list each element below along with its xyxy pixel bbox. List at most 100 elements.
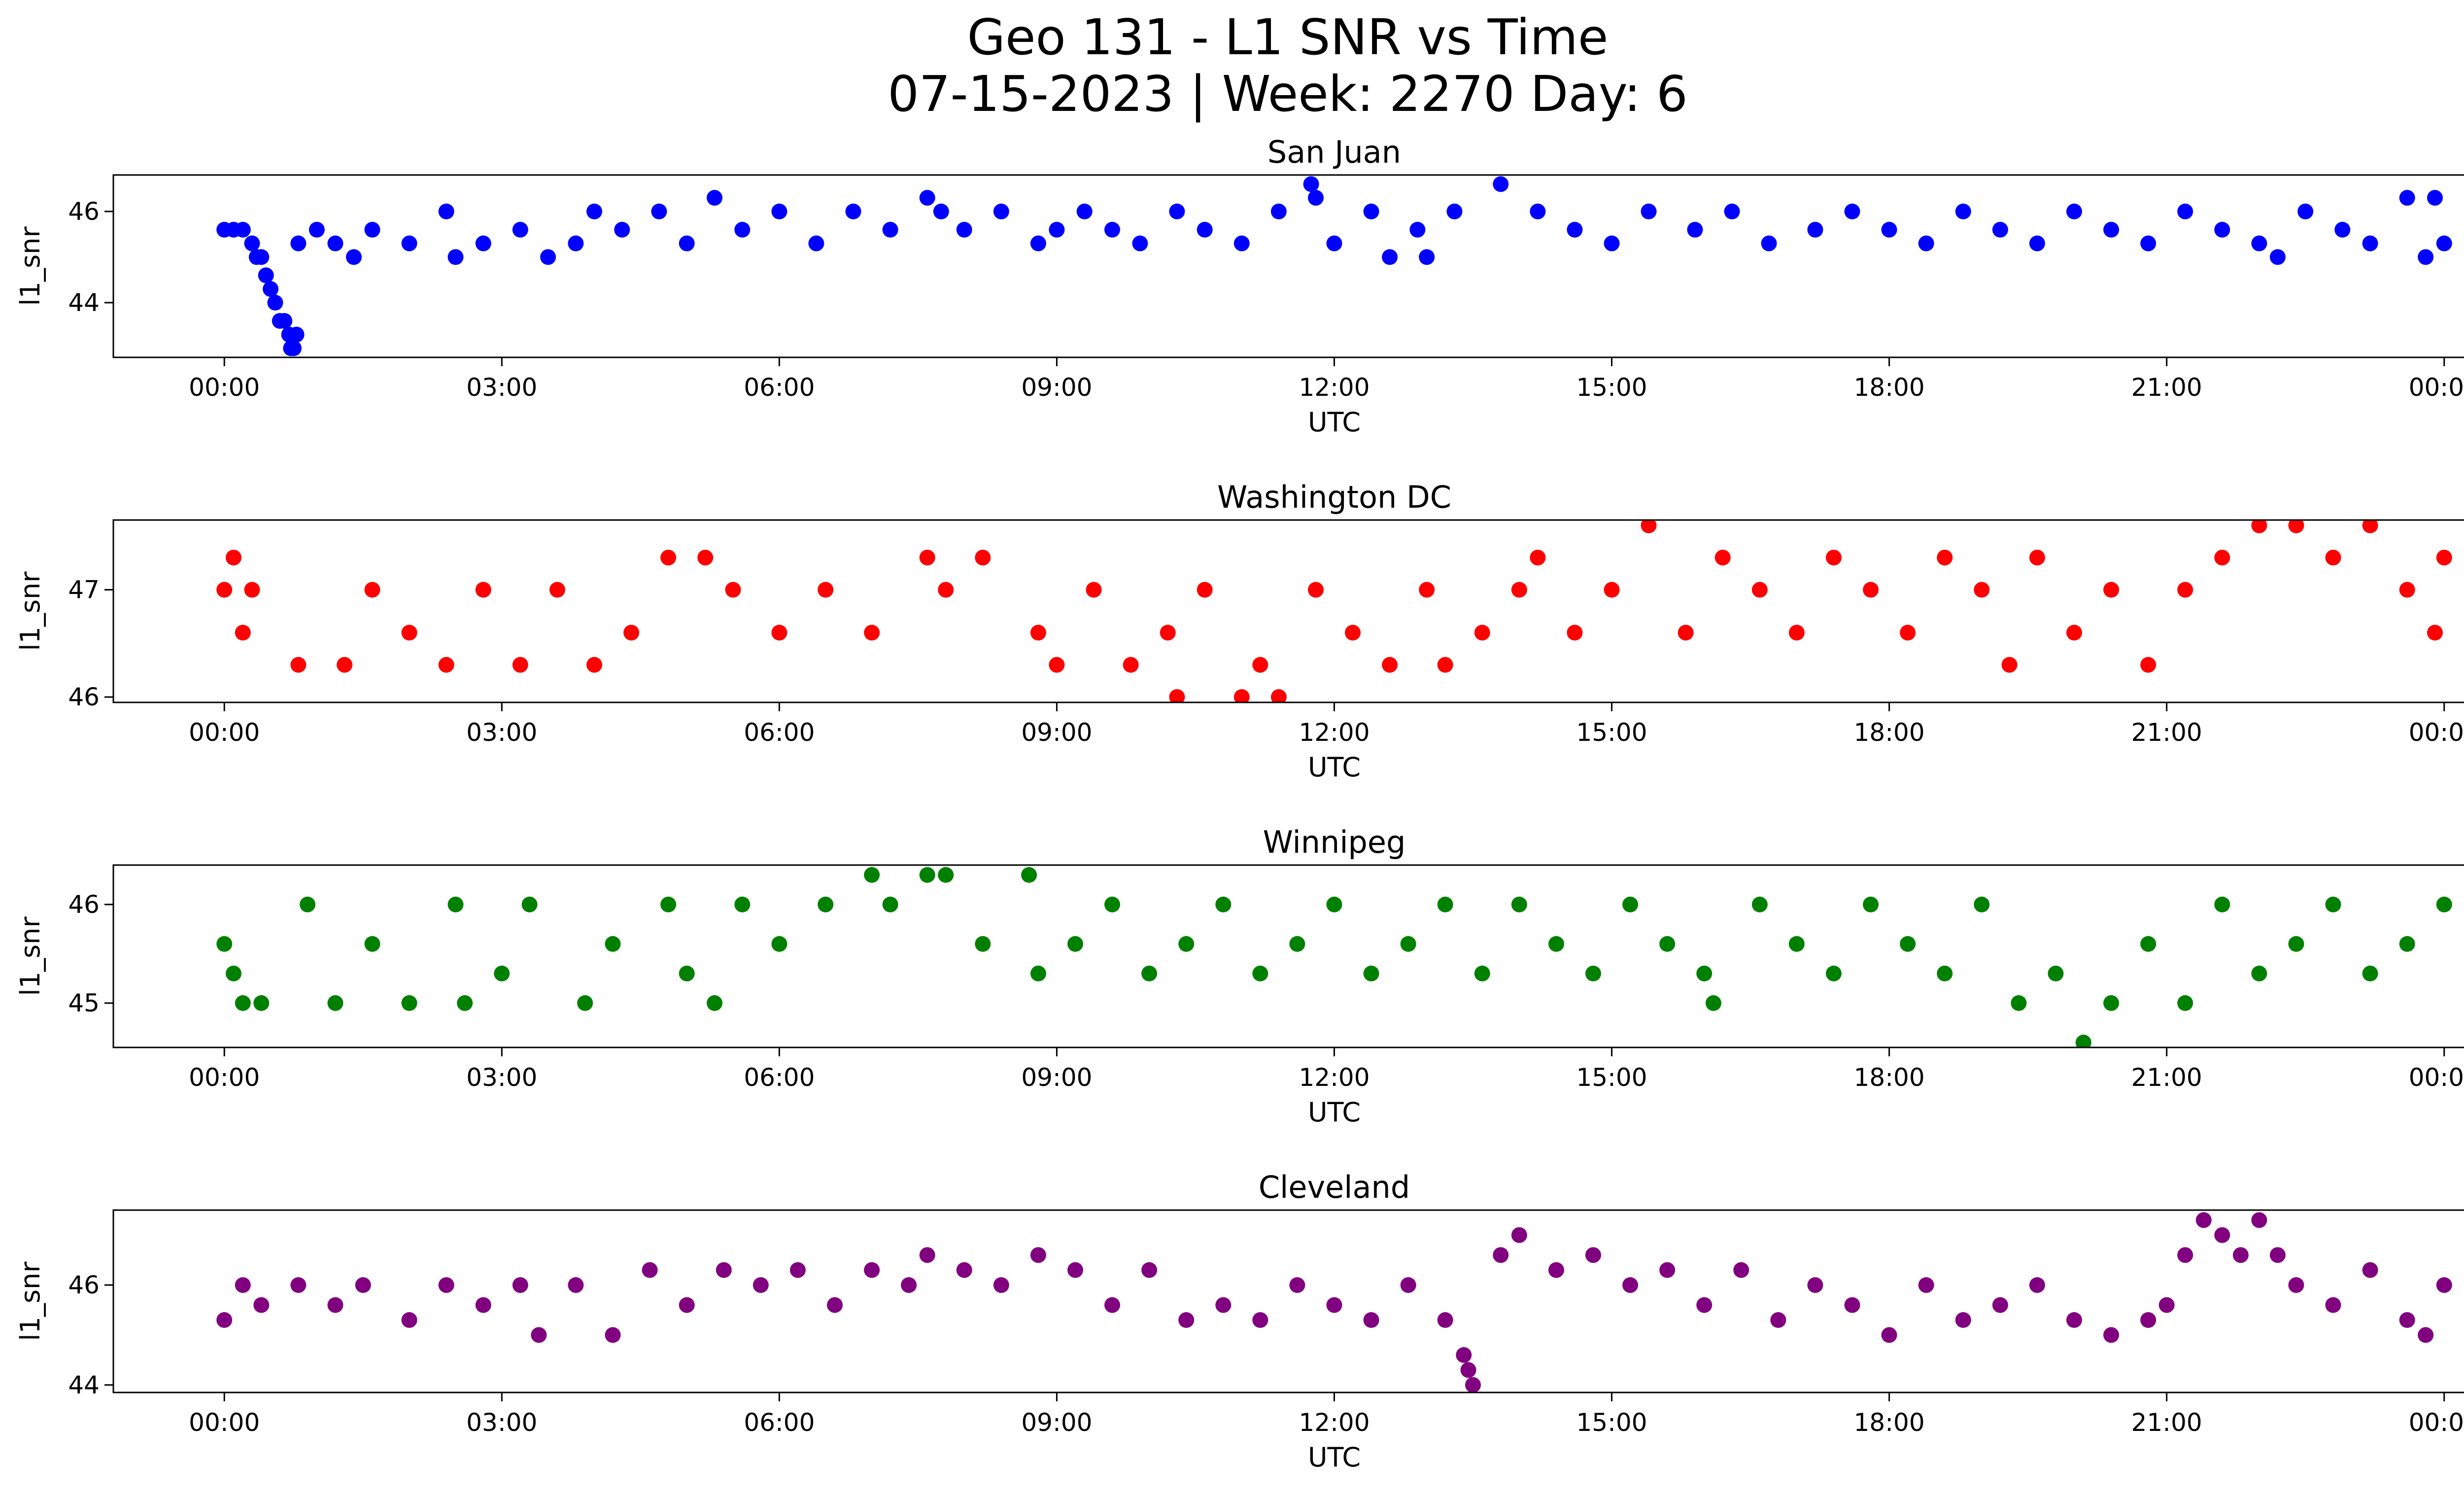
data-point <box>253 1297 270 1313</box>
data-point <box>1567 222 1583 238</box>
x-tick-label: 06:00 <box>744 1408 815 1437</box>
data-point <box>1437 897 1453 912</box>
x-tick-label: 15:00 <box>1576 1063 1647 1092</box>
scatter-series <box>216 867 2452 1047</box>
data-point <box>1955 1312 1971 1328</box>
data-point <box>2325 1297 2341 1313</box>
data-point <box>1067 936 1083 952</box>
data-point <box>2288 1277 2304 1293</box>
data-point <box>447 249 464 265</box>
data-point <box>1460 1362 1476 1378</box>
data-point <box>1104 222 1120 238</box>
data-point <box>216 936 233 952</box>
data-point <box>568 235 584 251</box>
x-tick-label: 18:00 <box>1854 1408 1925 1437</box>
data-point <box>235 625 251 641</box>
data-point <box>1169 689 1185 702</box>
data-point <box>2436 550 2452 566</box>
y-tick-label: 47 <box>68 575 100 604</box>
data-point <box>1169 204 1185 219</box>
data-point <box>1622 1277 1639 1293</box>
x-tick-label: 09:00 <box>1021 373 1092 402</box>
data-point <box>2214 897 2230 912</box>
y-tick-label: 46 <box>68 1271 100 1299</box>
data-point <box>1252 966 1268 981</box>
data-point <box>697 550 714 566</box>
data-point <box>975 936 991 952</box>
data-point <box>1585 966 1601 981</box>
data-point <box>2232 1247 2249 1263</box>
data-point <box>1992 1297 2008 1313</box>
x-tick-label: 21:00 <box>2131 1063 2202 1092</box>
data-point <box>2399 1312 2415 1328</box>
data-point <box>1677 625 1694 641</box>
data-point <box>864 1262 880 1278</box>
data-point <box>1289 936 1305 952</box>
data-point <box>660 897 677 912</box>
data-point <box>1992 222 2008 238</box>
data-point <box>288 326 305 343</box>
data-point <box>1844 1297 1860 1313</box>
y-axis-label: l1_snr <box>15 916 46 996</box>
data-point <box>1955 204 1971 219</box>
y-tick-label: 46 <box>68 683 100 711</box>
data-point <box>244 235 260 251</box>
data-point <box>1363 1312 1379 1328</box>
data-point <box>623 625 640 641</box>
data-point <box>1289 1277 1305 1293</box>
data-point <box>1604 582 1620 598</box>
data-point <box>1807 1277 1823 1293</box>
data-point <box>2362 235 2378 251</box>
data-point <box>1826 550 1842 566</box>
data-point <box>2140 1312 2156 1328</box>
data-point <box>1567 625 1583 641</box>
data-point <box>1086 582 1102 598</box>
x-axis-label: UTC <box>1308 1442 1361 1473</box>
data-point <box>2214 550 2230 566</box>
data-point <box>2140 235 2156 251</box>
data-point <box>401 235 417 251</box>
data-point <box>2427 190 2443 206</box>
data-point <box>1363 966 1379 981</box>
data-point <box>1863 897 1879 912</box>
data-point <box>2140 657 2156 673</box>
data-point <box>540 249 556 265</box>
x-tick-label: 18:00 <box>1854 718 1925 747</box>
x-tick-label: 03:00 <box>466 718 537 747</box>
data-point <box>457 995 473 1011</box>
data-point <box>975 550 991 566</box>
data-point <box>1021 867 1037 883</box>
data-point <box>276 313 293 329</box>
data-point <box>308 222 325 238</box>
data-point <box>2325 550 2341 566</box>
data-point <box>1788 625 1805 641</box>
data-point <box>2066 1312 2082 1328</box>
data-point <box>1141 1262 1158 1278</box>
data-point <box>2297 204 2314 219</box>
data-point <box>2103 995 2120 1011</box>
scatter-series <box>216 520 2452 702</box>
y-tick-label: 44 <box>68 288 100 317</box>
x-tick-label: 00:00 <box>189 1408 260 1437</box>
data-point <box>1761 235 1777 251</box>
data-point <box>2140 936 2156 952</box>
data-point <box>818 582 834 598</box>
data-point <box>226 550 241 566</box>
data-point <box>808 235 824 251</box>
data-point <box>235 222 251 238</box>
x-tick-label: 00:00 <box>2409 1408 2464 1437</box>
data-point <box>1409 222 1426 238</box>
data-point <box>1585 1247 1601 1263</box>
data-point <box>1530 550 1546 566</box>
x-tick-label: 15:00 <box>1576 718 1647 747</box>
data-point <box>679 1297 695 1313</box>
data-point <box>226 966 241 981</box>
data-point <box>1465 1377 1481 1392</box>
data-point <box>1252 657 1268 673</box>
y-tick-label: 44 <box>68 1371 100 1399</box>
data-point <box>901 1277 917 1293</box>
scatter-series <box>216 1212 2452 1392</box>
data-point <box>1160 625 1176 641</box>
data-point <box>919 867 935 883</box>
